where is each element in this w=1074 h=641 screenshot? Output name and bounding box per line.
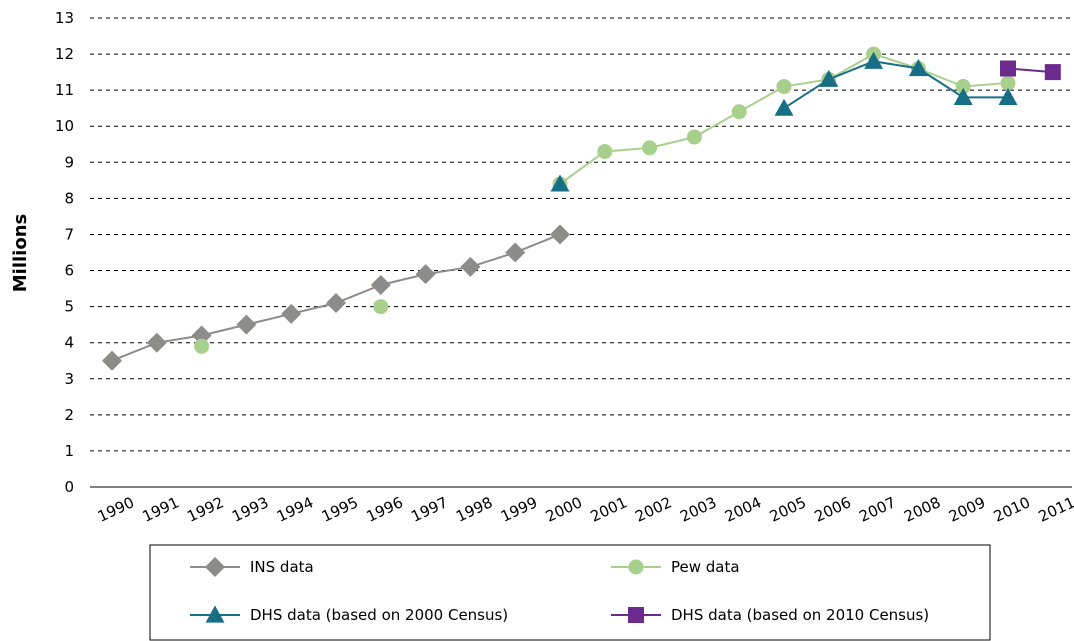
data-point: [505, 242, 526, 263]
x-axis-ticks: 1990 1991 1992 1993 1994 1995 1996 1997 1998 1999…: [95, 493, 1074, 525]
x-tick-label: 2005: [767, 493, 809, 525]
legend-item: Pew data: [611, 558, 740, 576]
data-point: [236, 314, 257, 335]
series-square: [1000, 60, 1061, 81]
data-point: [819, 69, 839, 87]
data-point: [908, 59, 928, 77]
data-point: [1000, 75, 1016, 91]
data-point: [460, 256, 481, 277]
y-tick-label: 5: [64, 298, 74, 316]
data-point: [415, 264, 436, 285]
series-layer: [102, 46, 1061, 371]
x-tick-label: 2010: [991, 493, 1033, 525]
y-tick-label: 7: [64, 225, 74, 243]
x-tick-label: 1990: [95, 493, 137, 525]
legend-item: DHS data (based on 2010 Census): [611, 606, 929, 624]
y-tick-label: 10: [55, 117, 74, 135]
y-tick-label: 13: [55, 9, 74, 27]
x-tick-label: 1998: [453, 493, 495, 525]
y-tick-label: 0: [64, 478, 74, 496]
series-line: [559, 52, 1009, 185]
gridlines: [90, 17, 1072, 452]
data-point: [370, 274, 391, 295]
data-point: [1000, 60, 1016, 77]
data-point: [1044, 64, 1061, 81]
data-point: [194, 338, 210, 354]
data-point: [373, 299, 389, 315]
data-point: [146, 332, 167, 353]
y-tick-label: 9: [64, 153, 74, 171]
x-tick-label: 2004: [722, 493, 764, 525]
x-tick-label: 2000: [543, 493, 585, 525]
x-tick-label: 2008: [901, 493, 943, 525]
x-tick-label: 2011: [1036, 493, 1074, 525]
legend: INS data Pew data DHS data (based on 2000 …: [149, 544, 991, 641]
y-tick-label: 3: [64, 370, 74, 388]
y-axis-label: Millions: [10, 214, 31, 293]
data-point: [597, 143, 613, 159]
y-tick-label: 11: [55, 81, 74, 99]
x-tick-label: 1996: [364, 493, 406, 525]
data-point: [550, 174, 570, 192]
legend-item: DHS data (based on 2000 Census): [190, 605, 508, 624]
legend-marker: [628, 607, 644, 623]
x-tick-label: 2003: [677, 493, 719, 525]
data-point: [191, 325, 212, 346]
legend-box: [149, 544, 991, 641]
x-tick-label: 1994: [274, 493, 316, 525]
series-diamond: [102, 224, 570, 371]
y-tick-label: 12: [55, 45, 74, 63]
x-tick-label: 1995: [319, 493, 361, 525]
legend-item: INS data: [190, 557, 314, 577]
data-point: [864, 51, 884, 69]
data-point: [955, 79, 971, 95]
y-tick-label: 2: [64, 406, 74, 424]
legend-label: Pew data: [671, 558, 740, 576]
x-tick-label: 2006: [812, 493, 854, 525]
data-point: [731, 104, 747, 120]
data-point: [281, 303, 302, 324]
x-tick-label: 1991: [140, 493, 182, 525]
x-tick-label: 1993: [229, 493, 271, 525]
x-tick-label: 1999: [498, 493, 540, 525]
series-triangle: [550, 174, 570, 192]
legend-label: INS data: [250, 558, 314, 576]
x-tick-label: 2009: [946, 493, 988, 525]
legend-label: DHS data (based on 2000 Census): [250, 606, 508, 624]
y-tick-label: 4: [64, 334, 74, 352]
x-tick-label: 2001: [588, 493, 630, 525]
series-circle: [194, 299, 389, 354]
data-point: [953, 87, 973, 105]
series-triangle: [774, 51, 1018, 116]
data-point: [774, 98, 794, 116]
series-circle: [552, 46, 1016, 192]
y-tick-label: 8: [64, 189, 74, 207]
data-point: [642, 140, 658, 156]
x-tick-label: 2002: [632, 493, 674, 525]
legend-label: DHS data (based on 2010 Census): [671, 606, 929, 624]
data-point: [102, 350, 122, 371]
data-point: [776, 79, 792, 95]
data-point: [326, 293, 346, 314]
data-point: [550, 224, 570, 245]
legend-marker: [205, 557, 225, 577]
data-point: [686, 129, 702, 145]
x-tick-label: 2007: [856, 493, 898, 525]
y-tick-label: 6: [64, 262, 74, 280]
x-tick-label: 1997: [408, 493, 450, 525]
x-tick-label: 1992: [184, 493, 226, 525]
legend-marker: [205, 605, 225, 623]
y-tick-label: 1: [64, 442, 74, 460]
data-point: [998, 87, 1018, 105]
legend-marker: [628, 559, 644, 575]
